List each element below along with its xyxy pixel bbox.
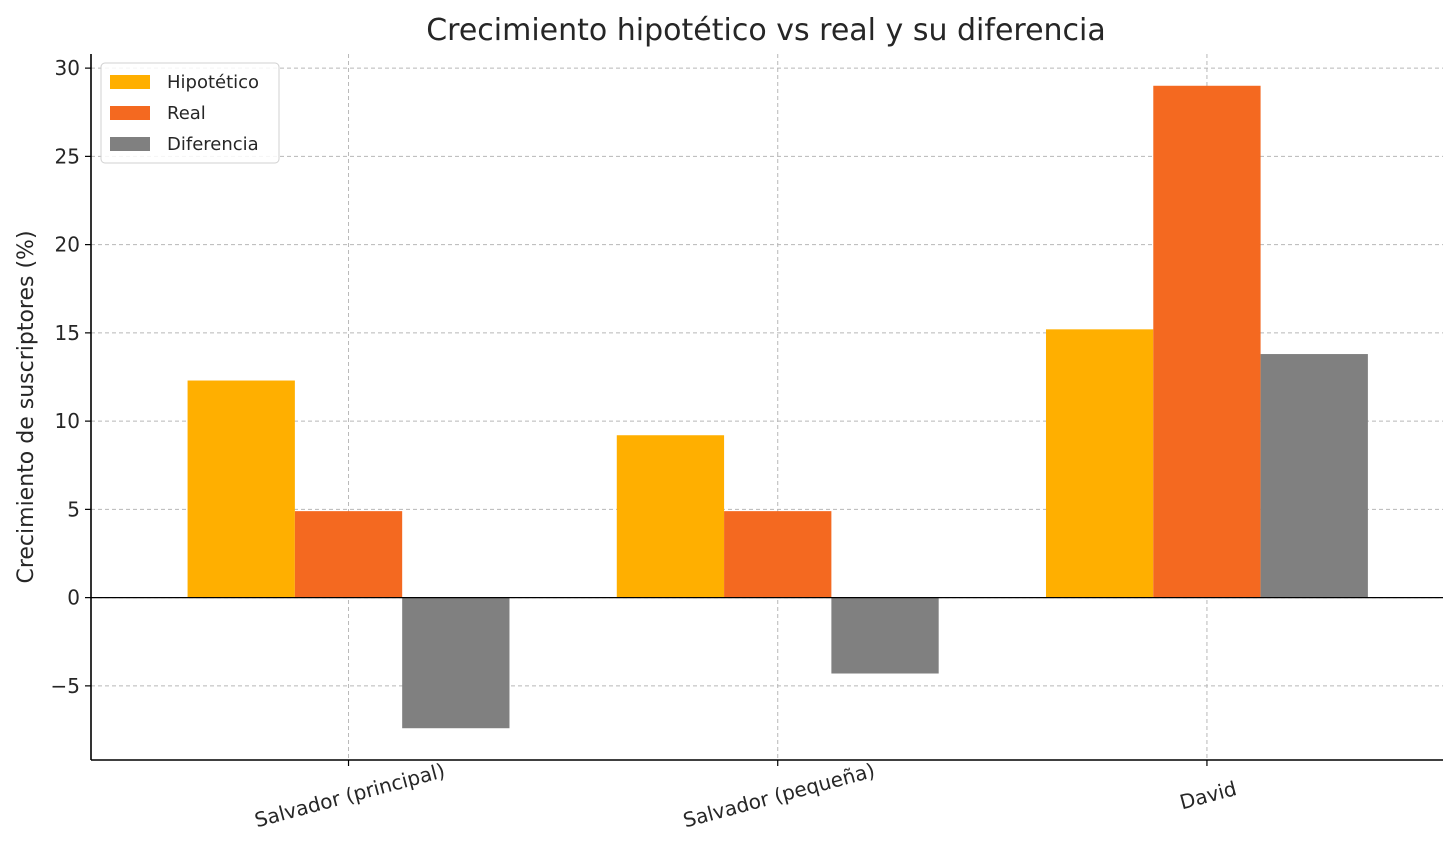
legend: Hipotético Real Diferencia (100, 62, 280, 164)
bar-hipotético-1 (616, 435, 725, 598)
axes (85, 54, 1443, 766)
bar-hipotético-2 (1045, 329, 1154, 598)
bars (187, 85, 1368, 729)
bar-real-1 (724, 511, 832, 598)
bar-diferencia-0 (402, 597, 510, 729)
bar-diferencia-1 (831, 597, 939, 674)
y-tick-label: 20 (55, 233, 80, 257)
x-tick-label: David (1177, 776, 1239, 814)
x-tick-label: Salvador (principal) (252, 758, 447, 832)
legend-label: Hipotético (167, 72, 259, 93)
legend-swatch-hipotético (110, 75, 150, 89)
y-tick-label: 30 (55, 56, 80, 80)
bar-real-2 (1153, 85, 1261, 598)
legend-label: Real (167, 103, 206, 124)
y-tick-label: 10 (55, 409, 80, 433)
legend-label: Diferencia (167, 134, 259, 155)
y-tick-label: 0 (67, 586, 80, 610)
bar-hipotético-0 (187, 380, 295, 598)
y-tick-label: 25 (55, 144, 80, 168)
chart-title: Crecimiento hipotético vs real y su dife… (426, 13, 1106, 48)
y-tick-label: 5 (67, 497, 80, 521)
y-tick-label: 15 (55, 321, 80, 345)
y-axis-label: Crecimiento de suscriptores (%) (14, 230, 39, 583)
legend-swatch-diferencia (110, 137, 150, 151)
y-tick-label: −5 (51, 674, 80, 698)
bar-real-0 (294, 511, 403, 598)
x-tick-label: Salvador (pequeña) (681, 758, 878, 832)
legend-swatch-real (110, 106, 150, 120)
bar-diferencia-2 (1260, 354, 1368, 598)
